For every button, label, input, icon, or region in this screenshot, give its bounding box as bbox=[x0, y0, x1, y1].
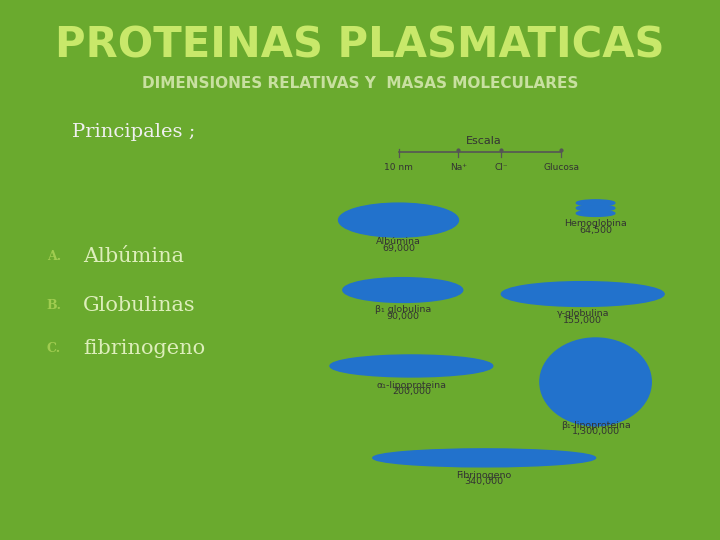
Ellipse shape bbox=[343, 278, 463, 302]
Text: Escala: Escala bbox=[467, 136, 502, 146]
Text: β₁ globulina: β₁ globulina bbox=[374, 305, 431, 314]
Text: 1,300,000: 1,300,000 bbox=[572, 427, 620, 436]
Text: Fibrinogeno: Fibrinogeno bbox=[456, 470, 512, 480]
Text: Na⁺: Na⁺ bbox=[450, 163, 467, 172]
Ellipse shape bbox=[338, 203, 459, 237]
Text: fibrinogeno: fibrinogeno bbox=[83, 339, 205, 358]
Text: β₁-lipoproteina: β₁-lipoproteina bbox=[561, 421, 631, 430]
Ellipse shape bbox=[330, 355, 492, 377]
Text: Hemoglobina: Hemoglobina bbox=[564, 219, 627, 228]
Text: 69,000: 69,000 bbox=[382, 244, 415, 253]
Ellipse shape bbox=[373, 449, 595, 467]
Text: Glucosa: Glucosa bbox=[544, 163, 580, 172]
Text: γ-globulina: γ-globulina bbox=[557, 309, 609, 318]
Text: 200,000: 200,000 bbox=[392, 387, 431, 396]
Text: 155,000: 155,000 bbox=[563, 315, 602, 325]
Text: Albúmina: Albúmina bbox=[83, 247, 184, 266]
Text: 340,000: 340,000 bbox=[464, 477, 504, 487]
Text: DIMENSIONES RELATIVAS Y  MASAS MOLECULARES: DIMENSIONES RELATIVAS Y MASAS MOLECULARE… bbox=[142, 76, 578, 91]
Text: C.: C. bbox=[47, 342, 61, 355]
Text: Principales ;: Principales ; bbox=[71, 123, 195, 141]
Text: 64,500: 64,500 bbox=[579, 226, 612, 234]
Text: 90,000: 90,000 bbox=[387, 312, 419, 321]
Text: Albúmina: Albúmina bbox=[376, 237, 421, 246]
Text: α₁-lipoproteina: α₁-lipoproteina bbox=[377, 381, 446, 390]
Ellipse shape bbox=[576, 200, 615, 206]
Text: PROTEINAS PLASMATICAS: PROTEINAS PLASMATICAS bbox=[55, 25, 665, 67]
Ellipse shape bbox=[576, 205, 615, 211]
Text: Globulinas: Globulinas bbox=[83, 295, 195, 315]
Ellipse shape bbox=[501, 282, 664, 306]
Ellipse shape bbox=[540, 338, 652, 426]
Text: Cl⁻: Cl⁻ bbox=[495, 163, 508, 172]
Text: 10 nm: 10 nm bbox=[384, 163, 413, 172]
Text: B.: B. bbox=[47, 299, 62, 312]
Text: A.: A. bbox=[47, 250, 61, 263]
Ellipse shape bbox=[576, 210, 615, 217]
